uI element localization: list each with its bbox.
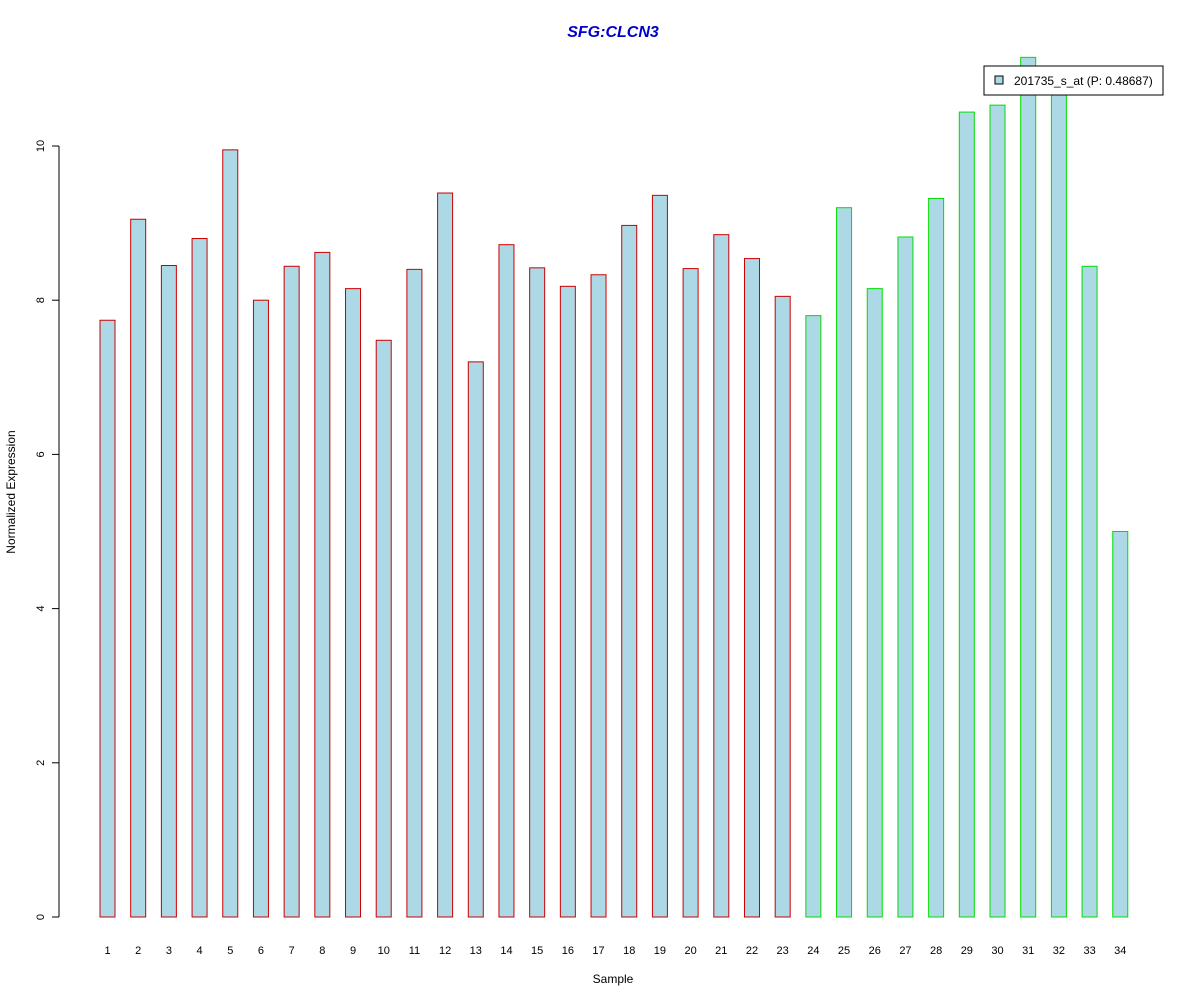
bar [621,224,638,918]
bar [559,285,576,918]
bar [191,238,208,918]
x-tick-label: 13 [470,945,482,957]
bar [222,149,239,918]
x-tick-label: 17 [592,945,604,957]
bar [130,218,147,918]
x-tick-label: 8 [319,945,325,957]
x-tick-label: 20 [684,945,696,957]
bar [252,299,269,918]
bar [160,265,177,918]
bar [1020,56,1037,918]
bar [437,192,454,918]
x-tick-label: 16 [562,945,574,957]
x-tick-label: 14 [500,945,512,957]
x-tick-label: 1 [104,945,110,957]
bar [1112,531,1129,918]
legend-swatch [994,75,1004,85]
bar [590,274,607,918]
x-tick-label: 6 [258,945,264,957]
bar [897,236,914,918]
y-axis: 0 2 4 6 8 10 [35,140,60,920]
x-tick-label: 2 [135,945,141,957]
x-tick-label: 15 [531,945,543,957]
legend: 201735_s_at (P: 0.48687) [983,65,1164,96]
x-tick-label: 10 [378,945,390,957]
x-tick-label: 11 [409,945,420,957]
x-tick-label: 18 [623,945,635,957]
bar [345,288,362,918]
x-tick-label: 4 [197,945,203,957]
bar [99,319,116,918]
bar [958,111,975,918]
x-tick-label: 33 [1083,945,1095,957]
x-tick-label: 26 [869,945,881,957]
bar [467,361,484,918]
bar [1050,79,1067,918]
bar [774,295,791,918]
x-tick-label: 21 [715,945,727,957]
bar [743,258,760,918]
bar [651,194,668,918]
x-tick-label: 29 [961,945,973,957]
bar [928,197,945,918]
x-tick-label: 28 [930,945,942,957]
bar [1081,265,1098,918]
x-tick-label: 27 [899,945,911,957]
x-tick-label: 7 [289,945,295,957]
legend-box [983,65,1164,96]
x-tick-label: 5 [227,945,233,957]
x-tick-label: 22 [746,945,758,957]
x-tick-label: 19 [654,945,666,957]
x-tick-label: 12 [439,945,451,957]
bar [314,251,331,918]
x-tick-label: 25 [838,945,850,957]
bars-group [99,56,1129,918]
x-tick-label: 9 [350,945,356,957]
bar [989,104,1006,918]
x-tick-label: 24 [807,945,819,957]
bar [713,234,730,918]
bar [498,244,515,918]
x-axis-label: Sample [593,972,634,986]
x-tick-label: 34 [1114,945,1126,957]
y-tick-label: 6 [35,451,47,457]
x-tick-label: 23 [777,945,789,957]
chart-title: SFG:CLCN3 [567,24,659,41]
bar [805,315,822,918]
legend-entry-label: 201735_s_at (P: 0.48687) [1014,74,1153,88]
y-tick-label: 4 [35,606,47,612]
bar [375,339,392,918]
bar [866,288,883,918]
x-tick-label: 30 [991,945,1003,957]
bar [529,267,546,918]
bar [836,207,853,918]
y-tick-label: 8 [35,297,47,303]
bar [283,265,300,918]
x-axis-tick-labels: 1 2 3 4 5 6 7 8 9 10 11 12 13 14 15 16 17 18 19 20 21 22 23 24 2… [104,945,1126,957]
y-tick-label: 10 [35,140,47,152]
y-axis-label: Normalized Expression [4,430,18,553]
x-tick-label: 32 [1053,945,1065,957]
y-tick-label: 0 [35,914,47,920]
x-tick-label: 31 [1022,945,1034,957]
y-tick-label: 2 [35,760,47,766]
x-tick-label: 3 [166,945,172,957]
bar [406,268,423,918]
bar [682,268,699,918]
